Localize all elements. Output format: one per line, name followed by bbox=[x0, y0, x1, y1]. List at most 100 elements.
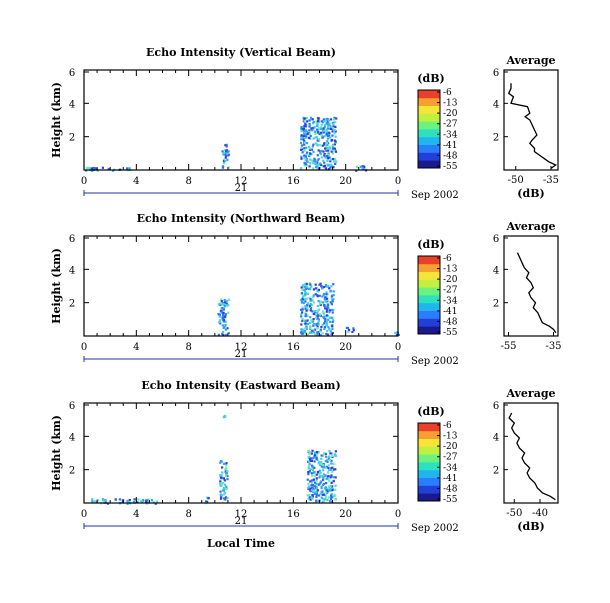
echo-cell bbox=[312, 121, 315, 124]
echo-cell bbox=[311, 481, 314, 484]
average-y-tick-label: 2 bbox=[493, 133, 499, 144]
x-tick-label: 0 bbox=[81, 176, 87, 187]
plot-frame bbox=[83, 402, 399, 504]
echo-cell bbox=[315, 479, 318, 482]
average-y-tick-label: 2 bbox=[493, 299, 499, 310]
echo-cell bbox=[322, 479, 325, 482]
echo-cell bbox=[314, 293, 317, 296]
average-y-tick-label: 6 bbox=[493, 401, 499, 412]
average-x-tick-label: -40 bbox=[532, 508, 548, 519]
echo-cell bbox=[126, 499, 129, 502]
echo-cell bbox=[319, 282, 322, 285]
y-tick-label: 4 bbox=[69, 432, 75, 443]
echo-cell bbox=[326, 140, 329, 143]
colorbar-tick-label: -13 bbox=[443, 99, 458, 109]
echo-cell bbox=[300, 308, 303, 311]
echo-cell bbox=[306, 478, 309, 481]
echo-cell bbox=[317, 319, 320, 322]
colorbar-segment bbox=[418, 144, 440, 153]
echo-cell bbox=[306, 333, 309, 336]
echo-cell bbox=[222, 318, 226, 322]
echo-cell bbox=[224, 156, 227, 159]
echo-cell bbox=[316, 309, 319, 312]
echo-cell bbox=[322, 135, 325, 138]
echo-cell bbox=[320, 149, 323, 152]
echo-cell bbox=[323, 304, 326, 307]
echo-cell bbox=[355, 165, 358, 169]
echo-cell bbox=[304, 285, 307, 288]
echo-cell bbox=[330, 492, 333, 496]
echo-cell bbox=[317, 451, 320, 454]
echo-cell bbox=[324, 493, 327, 496]
echo-cell bbox=[222, 486, 225, 490]
echo-cell bbox=[316, 295, 319, 298]
echo-cell bbox=[320, 120, 323, 123]
echo-cell bbox=[311, 474, 314, 477]
echo-cell bbox=[312, 126, 315, 129]
echo-cell bbox=[328, 499, 332, 502]
echo-cell bbox=[91, 169, 94, 172]
echo-cell bbox=[320, 131, 323, 134]
echo-cell bbox=[329, 166, 332, 169]
echo-cell bbox=[309, 134, 312, 138]
echo-cell bbox=[330, 459, 333, 462]
colorbar-segment bbox=[418, 446, 440, 455]
echo-cell bbox=[334, 468, 337, 471]
echo-cell bbox=[114, 498, 117, 501]
echo-cell bbox=[308, 148, 312, 151]
echo-cell bbox=[322, 150, 325, 153]
echo-cell bbox=[325, 294, 328, 297]
echo-cell bbox=[324, 284, 328, 287]
echo-cell bbox=[310, 464, 314, 467]
echo-cell bbox=[328, 125, 331, 128]
echo-cell bbox=[224, 333, 228, 336]
echo-cell bbox=[226, 497, 229, 500]
echo-cell bbox=[128, 499, 131, 502]
echo-cell bbox=[303, 117, 306, 120]
x-tick-label: 20 bbox=[339, 176, 352, 187]
echo-cell bbox=[303, 141, 306, 144]
colorbar-tick-label: -41 bbox=[443, 141, 458, 151]
echo-cell bbox=[323, 142, 326, 145]
echo-cell bbox=[91, 500, 94, 503]
echo-cell bbox=[326, 498, 329, 501]
x-tick-label: 4 bbox=[133, 176, 139, 187]
echo-cell bbox=[140, 500, 144, 503]
echo-cell bbox=[227, 166, 230, 169]
echo-cell bbox=[225, 487, 228, 490]
echo-cell bbox=[333, 147, 336, 150]
echo-cell bbox=[324, 486, 327, 489]
echo-cell bbox=[317, 128, 320, 131]
echo-cell bbox=[361, 167, 364, 170]
echo-cell bbox=[224, 159, 227, 162]
echo-cell bbox=[310, 452, 313, 455]
average-x-label: (dB) bbox=[517, 520, 544, 533]
plot-frame bbox=[83, 235, 399, 337]
echo-cell bbox=[334, 150, 338, 153]
echo-cell bbox=[316, 458, 319, 462]
echo-cell bbox=[328, 479, 331, 482]
echo-cell bbox=[330, 163, 333, 166]
y-axis-label: Height (km) bbox=[50, 248, 63, 324]
echo-cell bbox=[309, 283, 312, 286]
echo-cell bbox=[322, 159, 325, 162]
echo-cell bbox=[318, 463, 322, 467]
echo-cell bbox=[328, 309, 331, 312]
echo-cell bbox=[321, 501, 324, 504]
panel-title: Echo Intensity (Vertical Beam) bbox=[146, 46, 336, 59]
echo-cell bbox=[328, 468, 331, 472]
echo-cell bbox=[312, 471, 315, 474]
echo-cell bbox=[308, 485, 311, 488]
echo-cell bbox=[309, 459, 312, 463]
colorbar-segment bbox=[418, 152, 440, 161]
colorbar-segment bbox=[418, 485, 440, 494]
colorbar-segment bbox=[418, 462, 440, 471]
echo-cell bbox=[305, 282, 308, 285]
echo-cell bbox=[303, 119, 306, 123]
echo-cell bbox=[324, 455, 328, 458]
echo-cell bbox=[362, 165, 365, 168]
echo-cell bbox=[331, 147, 335, 150]
echo-cell bbox=[309, 298, 312, 301]
echo-cell bbox=[320, 454, 323, 457]
x-tick-label: 0 bbox=[81, 509, 87, 520]
